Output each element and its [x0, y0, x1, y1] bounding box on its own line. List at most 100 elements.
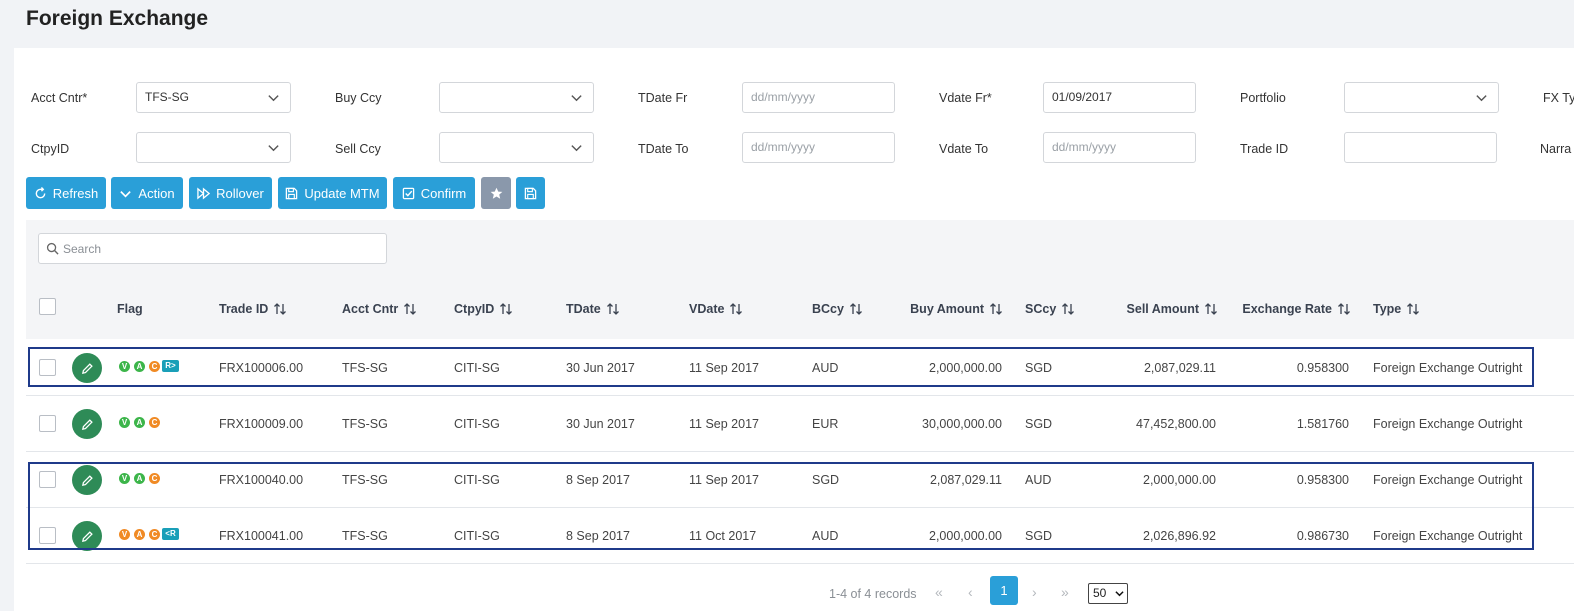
cell-type: Foreign Exchange Outright [1373, 473, 1523, 487]
pencil-icon [81, 530, 93, 542]
save-icon [286, 187, 298, 199]
portfolio-label: Portfolio [1240, 91, 1286, 105]
sort-icon [404, 303, 417, 315]
sort-icon [850, 303, 862, 315]
star-icon [490, 187, 502, 199]
cell-bccy: AUD [812, 529, 839, 543]
cell-trade-id: FRX100006.00 [219, 361, 304, 375]
cell-exchange-rate: 0.986730 [1296, 529, 1349, 543]
page-size-select[interactable]: 50 [1088, 583, 1128, 604]
first-page-icon[interactable]: « [935, 584, 943, 600]
tdate-fr-input[interactable]: dd/mm/yyyy [742, 82, 895, 113]
row-checkbox[interactable] [39, 527, 56, 544]
trade-id-label: Trade ID [1240, 142, 1289, 156]
cell-bccy: AUD [812, 361, 839, 375]
edit-button[interactable] [72, 409, 102, 439]
header-type[interactable]: Type [1373, 302, 1420, 316]
vdate-to-label: Vdate To [939, 142, 989, 156]
rollover-flag-icon: R> [162, 360, 179, 372]
cell-exchange-rate: 0.958300 [1296, 361, 1349, 375]
sort-icon [500, 303, 513, 315]
header-vdate[interactable]: VDate [689, 302, 743, 316]
favourite-button[interactable] [481, 177, 511, 209]
cell-sccy: SGD [1025, 417, 1053, 431]
edit-button[interactable] [72, 521, 102, 551]
row-checkbox[interactable] [39, 471, 56, 488]
buy-ccy-select[interactable] [439, 82, 594, 113]
tdate-to-input[interactable]: dd/mm/yyyy [742, 132, 895, 163]
portfolio-select[interactable] [1344, 82, 1499, 113]
action-button[interactable]: Action [111, 177, 183, 209]
cell-buy-amount: 2,000,000.00 [929, 529, 1002, 543]
chevron-down-icon [571, 145, 582, 152]
cell-sell-amount: 2,087,029.11 [1143, 361, 1216, 375]
highlight-box [28, 462, 1534, 550]
sell-ccy-select[interactable] [439, 132, 594, 163]
refresh-button[interactable]: Refresh [26, 177, 106, 209]
cell-sccy: SGD [1025, 529, 1053, 543]
header-ctpy-id[interactable]: CtpyID [454, 302, 513, 316]
search-input[interactable] [63, 234, 378, 263]
confirmed-flag-icon: C [149, 417, 160, 428]
header-sccy[interactable]: SCcy [1025, 302, 1075, 316]
refresh-button-label: Refresh [52, 185, 99, 201]
fx-type-label: FX Ty [1543, 91, 1574, 105]
table-body [26, 339, 1574, 565]
cell-acct-cntr: TFS-SG [342, 529, 388, 543]
header-trade-id[interactable]: Trade ID [219, 302, 287, 316]
update-mtm-button-label: Update MTM [304, 185, 380, 201]
cell-vdate: 11 Sep 2017 [689, 361, 759, 375]
select-all-checkbox[interactable] [39, 298, 56, 315]
prev-page-icon[interactable]: ‹ [968, 584, 973, 600]
vdate-fr-input[interactable]: 01/09/2017 [1043, 82, 1196, 113]
trade-id-input[interactable] [1344, 132, 1497, 163]
cell-vdate: 11 Oct 2017 [689, 529, 757, 543]
header-acct-cntr[interactable]: Acct Cntr [342, 302, 417, 316]
rollover-button[interactable]: Rollover [189, 177, 272, 209]
confirmed-flag-icon: C [149, 473, 160, 484]
cell-vdate: 11 Sep 2017 [689, 417, 759, 431]
header-sell-amount[interactable]: Sell Amount [1090, 302, 1218, 316]
cell-bccy: SGD [812, 473, 840, 487]
cell-tdate: 30 Jun 2017 [566, 361, 635, 375]
row-divider [26, 395, 1574, 396]
cell-sell-amount: 2,000,000.00 [1143, 473, 1216, 487]
sort-icon [1338, 303, 1350, 315]
last-page-icon[interactable]: » [1061, 584, 1069, 600]
page-title: Foreign Exchange [26, 7, 209, 30]
vdate-fr-label: Vdate Fr* [939, 91, 992, 105]
approved-flag-icon: A [134, 361, 145, 372]
ctpy-id-select[interactable] [136, 132, 291, 163]
header-bccy[interactable]: BCcy [812, 302, 863, 316]
update-mtm-button[interactable]: Update MTM [278, 177, 387, 209]
row-checkbox[interactable] [39, 415, 56, 432]
cell-tdate: 8 Sep 2017 [566, 529, 630, 543]
confirm-button[interactable]: Confirm [393, 177, 475, 209]
page-button-current[interactable]: 1 [990, 576, 1018, 605]
row-checkbox[interactable] [39, 359, 56, 376]
header-exchange-rate[interactable]: Exchange Rate [1220, 302, 1351, 316]
cell-sccy: AUD [1025, 473, 1052, 487]
cell-sccy: SGD [1025, 361, 1053, 375]
cell-tdate: 8 Sep 2017 [566, 473, 630, 487]
pencil-icon [81, 474, 93, 486]
tdate-to-label: TDate To [638, 142, 689, 156]
cell-acct-cntr: TFS-SG [342, 361, 388, 375]
ctpy-id-label: CtpyID [31, 142, 70, 156]
edit-button[interactable] [72, 465, 102, 495]
vdate-to-input[interactable]: dd/mm/yyyy [1043, 132, 1196, 163]
header-buy-amount[interactable]: Buy Amount [880, 302, 1003, 316]
chevron-down-icon [1115, 591, 1124, 597]
next-page-icon[interactable]: › [1032, 584, 1037, 600]
verified-flag-icon: V [119, 417, 130, 428]
cell-type: Foreign Exchange Outright [1373, 417, 1523, 431]
acct-cntr-select[interactable]: TFS-SG [136, 82, 291, 113]
edit-button[interactable] [72, 353, 102, 383]
header-tdate[interactable]: TDate [566, 302, 620, 316]
acct-cntr-label: Acct Cntr* [31, 91, 88, 105]
sort-icon [1062, 303, 1075, 315]
confirmed-flag-icon: C [149, 361, 160, 372]
save-layout-button[interactable] [516, 177, 545, 209]
tdate-fr-label: TDate Fr [638, 91, 688, 105]
search-field[interactable] [38, 233, 387, 264]
